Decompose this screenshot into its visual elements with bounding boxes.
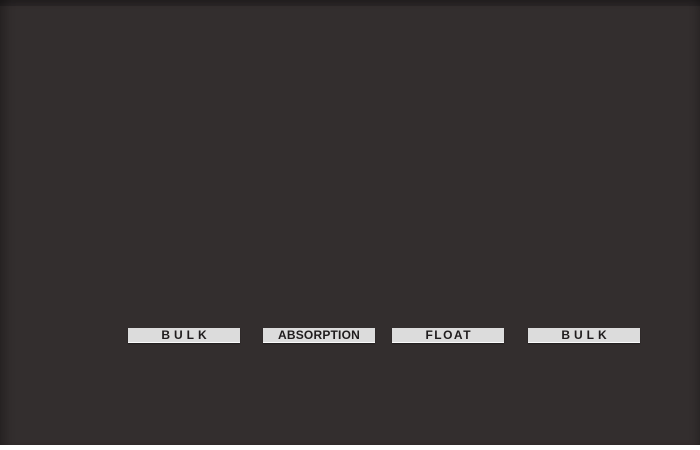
scene-label-float-2: FLOAT bbox=[392, 328, 504, 343]
bottom-white-bar bbox=[0, 445, 700, 450]
scene-label-bulk-3: BULK bbox=[528, 328, 640, 343]
top-edge-shadow bbox=[0, 0, 700, 6]
scene-label-bulk-0: BULK bbox=[128, 328, 240, 343]
scene-label-absorption-1: ABSORPTION bbox=[263, 328, 375, 343]
